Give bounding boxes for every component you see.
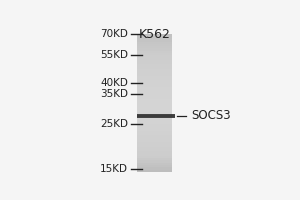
Bar — [137, 149, 172, 151]
Bar — [137, 114, 172, 117]
Bar — [137, 119, 172, 122]
Bar — [137, 69, 172, 71]
Bar — [137, 75, 172, 78]
Bar — [137, 46, 172, 48]
Bar — [137, 110, 172, 112]
Bar — [137, 126, 172, 128]
Bar — [137, 59, 172, 62]
Text: 70KD: 70KD — [100, 29, 128, 39]
Bar — [137, 153, 172, 156]
Bar — [137, 103, 172, 106]
Bar — [137, 50, 172, 53]
Bar — [137, 89, 172, 92]
Bar — [137, 91, 172, 94]
Bar — [137, 139, 172, 142]
Bar — [137, 105, 172, 108]
Bar — [137, 80, 172, 83]
Bar — [137, 162, 172, 165]
Bar — [137, 73, 172, 76]
Bar — [137, 96, 172, 99]
Text: 40KD: 40KD — [100, 78, 128, 88]
Bar — [137, 64, 172, 67]
Bar — [137, 128, 172, 131]
Bar — [137, 144, 172, 147]
Bar — [137, 78, 172, 80]
Bar — [137, 165, 172, 167]
Bar — [137, 169, 172, 172]
Bar — [137, 98, 172, 101]
Bar — [137, 41, 172, 44]
Bar — [137, 112, 172, 115]
Bar — [137, 117, 172, 119]
Bar — [137, 37, 172, 39]
Bar — [137, 121, 172, 124]
Bar — [137, 101, 172, 103]
Bar — [137, 39, 172, 42]
Text: 35KD: 35KD — [100, 89, 128, 99]
Bar — [137, 133, 172, 135]
Bar — [137, 48, 172, 51]
Bar — [137, 57, 172, 60]
Text: 25KD: 25KD — [100, 119, 128, 129]
Bar — [137, 71, 172, 74]
Bar — [137, 135, 172, 138]
Bar — [137, 82, 172, 85]
Bar — [137, 123, 172, 126]
Bar — [137, 151, 172, 154]
Bar — [137, 107, 172, 110]
Bar — [137, 53, 172, 55]
Bar — [137, 66, 172, 69]
Bar — [137, 155, 172, 158]
Text: 15KD: 15KD — [100, 164, 128, 174]
Bar — [137, 85, 172, 87]
Bar — [137, 137, 172, 140]
Bar — [137, 62, 172, 64]
Bar — [137, 130, 172, 133]
Bar — [137, 87, 172, 90]
Bar — [137, 160, 172, 163]
Bar — [137, 142, 172, 144]
Text: 55KD: 55KD — [100, 50, 128, 60]
Bar — [137, 43, 172, 46]
Bar — [137, 146, 172, 149]
Bar — [137, 167, 172, 170]
Text: SOCS3: SOCS3 — [191, 109, 231, 122]
Bar — [137, 34, 172, 37]
Bar — [137, 55, 172, 58]
Bar — [137, 158, 172, 160]
Text: K562: K562 — [139, 28, 171, 41]
Bar — [137, 94, 172, 96]
